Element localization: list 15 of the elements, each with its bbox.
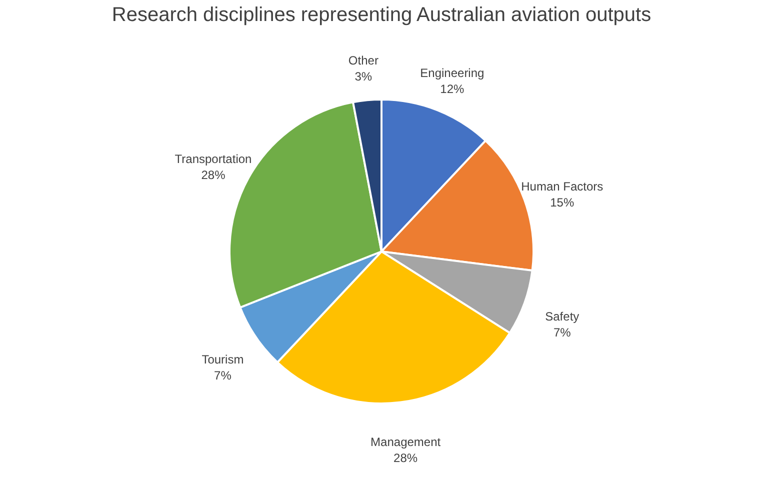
chart-title: Research disciplines representing Australian aviation outputs xyxy=(112,4,652,26)
slice-label: Human Factors xyxy=(521,179,604,194)
data-label: 15% xyxy=(550,195,574,210)
data-label: 12% xyxy=(440,82,465,96)
data-label: 7% xyxy=(214,368,232,382)
slice-label: Tourism xyxy=(202,352,244,366)
slice-label: Transportation xyxy=(174,152,252,166)
slice-label: Management xyxy=(370,434,442,449)
slice-label: Other xyxy=(348,53,378,68)
slice-label: Engineering xyxy=(420,66,484,80)
data-label: 3% xyxy=(354,69,372,84)
data-label: 28% xyxy=(394,450,418,465)
data-label: 7% xyxy=(553,326,572,340)
data-label: 28% xyxy=(201,168,226,182)
slice-label: Safety xyxy=(545,310,580,324)
